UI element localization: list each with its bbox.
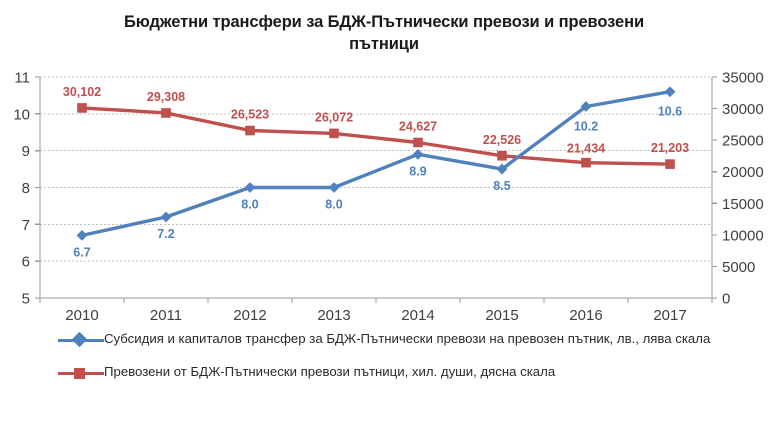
series-passengers bbox=[77, 103, 675, 169]
svg-text:22,526: 22,526 bbox=[483, 133, 521, 147]
legend-item-subsidy: Субсидия и капиталов трансфер за БДЖ-Път… bbox=[58, 330, 758, 349]
svg-text:2017: 2017 bbox=[653, 307, 686, 324]
svg-text:24,627: 24,627 bbox=[399, 119, 437, 133]
svg-text:6: 6 bbox=[22, 254, 30, 271]
svg-text:26,523: 26,523 bbox=[231, 108, 269, 122]
svg-text:8.5: 8.5 bbox=[493, 179, 510, 193]
svg-text:10.2: 10.2 bbox=[574, 119, 598, 133]
svg-text:35000: 35000 bbox=[722, 70, 764, 87]
svg-text:26,072: 26,072 bbox=[315, 110, 353, 124]
svg-text:25000: 25000 bbox=[722, 133, 764, 150]
svg-text:21,434: 21,434 bbox=[567, 142, 605, 156]
right-axis-ticks: 0 5000 10000 15000 20000 25000 30000 35000 bbox=[712, 70, 764, 308]
svg-text:10.6: 10.6 bbox=[658, 105, 682, 119]
svg-text:15000: 15000 bbox=[722, 196, 764, 213]
svg-text:8.9: 8.9 bbox=[409, 164, 426, 178]
svg-text:8.0: 8.0 bbox=[325, 198, 342, 212]
svg-text:21,203: 21,203 bbox=[651, 141, 689, 155]
legend-marker-diamond-icon bbox=[58, 331, 104, 349]
svg-text:2011: 2011 bbox=[150, 307, 182, 324]
svg-text:0: 0 bbox=[722, 291, 730, 308]
svg-text:9: 9 bbox=[22, 143, 30, 160]
svg-text:11: 11 bbox=[14, 70, 30, 87]
svg-text:10: 10 bbox=[13, 106, 30, 123]
data-labels-passengers: 30,102 29,308 26,523 26,072 24,627 22,526 21,4… bbox=[63, 85, 689, 156]
svg-text:5: 5 bbox=[22, 291, 30, 308]
svg-text:6.7: 6.7 bbox=[73, 245, 90, 259]
svg-text:29,308: 29,308 bbox=[147, 90, 185, 104]
left-axis-ticks: 5 6 7 8 9 10 11 bbox=[13, 70, 40, 308]
svg-text:2010: 2010 bbox=[65, 307, 98, 324]
svg-text:10000: 10000 bbox=[722, 227, 764, 244]
chart-plot-area: 5 6 7 8 9 10 11 0 5000 10000 15000 20000 25000 30000… bbox=[13, 70, 764, 325]
svg-text:5000: 5000 bbox=[722, 259, 755, 276]
svg-text:7: 7 bbox=[22, 217, 30, 234]
svg-text:30000: 30000 bbox=[722, 101, 764, 118]
svg-text:8: 8 bbox=[22, 180, 30, 197]
svg-text:7.2: 7.2 bbox=[157, 227, 174, 241]
x-axis-ticks: 2010 2011 2012 2013 2014 2015 2016 2017 bbox=[39, 298, 713, 324]
legend-label-passengers: Превозени от БДЖ-Пътнически превози пътн… bbox=[104, 364, 556, 379]
legend-marker-square-icon bbox=[58, 364, 104, 382]
svg-text:2014: 2014 bbox=[401, 307, 434, 324]
legend-item-passengers: Превозени от БДЖ-Пътнически превози пътн… bbox=[58, 363, 758, 382]
chart-legend: Субсидия и капиталов трансфер за БДЖ-Път… bbox=[58, 330, 758, 396]
data-labels-subsidy: 6.7 7.2 8.0 8.0 8.9 8.5 10.2 10.6 bbox=[73, 105, 682, 260]
svg-text:2016: 2016 bbox=[569, 307, 602, 324]
svg-text:2012: 2012 bbox=[233, 307, 266, 324]
chart-title: Бюджетни трансфери за БДЖ-Пътнически пре… bbox=[124, 13, 644, 53]
svg-text:2015: 2015 bbox=[485, 307, 518, 324]
svg-text:2013: 2013 bbox=[317, 307, 350, 324]
svg-text:30,102: 30,102 bbox=[63, 85, 101, 99]
svg-text:8.0: 8.0 bbox=[241, 198, 258, 212]
legend-label-subsidy: Субсидия и капиталов трансфер за БДЖ-Път… bbox=[104, 331, 711, 346]
series-subsidy bbox=[76, 86, 676, 241]
svg-text:20000: 20000 bbox=[722, 164, 764, 181]
